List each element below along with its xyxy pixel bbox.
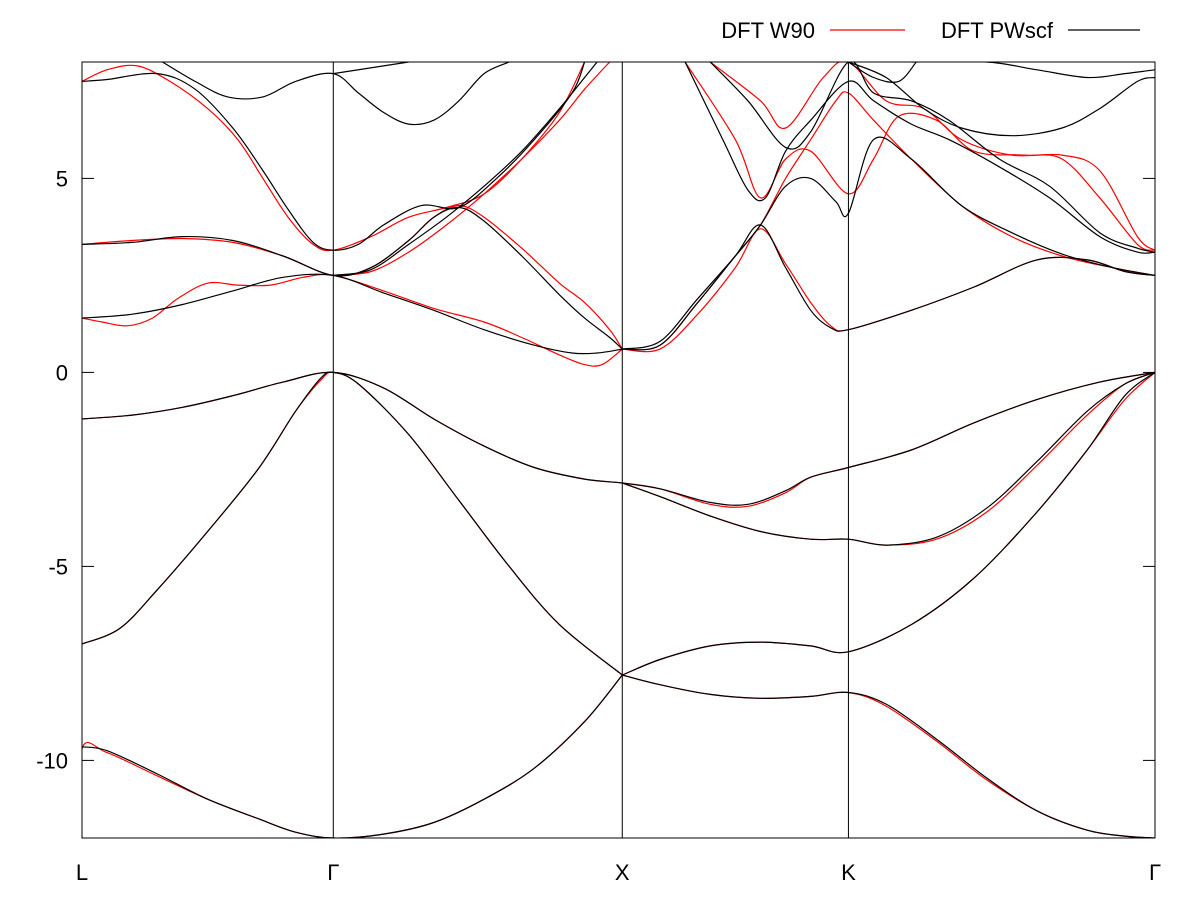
x-tick-label-4: Γ — [1149, 860, 1161, 885]
band-pwscf-5 — [622, 371, 1155, 546]
band-pwscf-6 — [82, 273, 623, 355]
band-pwscf-0 — [82, 674, 623, 838]
band-pwscf-18 — [911, 62, 1155, 79]
band-w90-12 — [684, 62, 1155, 251]
y-tick-label-1: -5 — [48, 554, 68, 579]
band-pwscf-14 — [684, 62, 1155, 254]
band-w90-6 — [82, 273, 623, 367]
band-w90-2 — [82, 371, 623, 676]
legend-label-1: DFT PWscf — [941, 18, 1054, 43]
y-tick-label-0: -10 — [36, 748, 68, 773]
band-w90-0 — [82, 674, 623, 838]
x-tick-label-0: L — [76, 860, 88, 885]
legend-label-0: DFT W90 — [721, 18, 815, 43]
band-pwscf-1 — [622, 674, 1155, 838]
band-w90-5 — [622, 371, 1155, 546]
band-pwscf-11 — [622, 136, 1155, 350]
x-tick-label-3: K — [841, 860, 856, 885]
band-pwscf-2 — [82, 371, 623, 676]
band-pwscf-16 — [848, 62, 917, 83]
axes-layer: L Γ X K Γ -10 -5 0 5 — [36, 61, 1161, 885]
band-pwscf-4 — [82, 371, 1155, 506]
band-w90-13 — [709, 62, 1155, 251]
band-w90-7 — [82, 204, 623, 350]
y-tick-label-3: 5 — [56, 166, 68, 191]
bands-layer — [82, 62, 1155, 838]
band-pwscf-15 — [709, 62, 1155, 253]
legend: DFT W90 DFT PWscf — [721, 18, 1140, 43]
band-pwscf-7 — [82, 206, 623, 350]
band-w90-10 — [622, 228, 1155, 353]
band-w90-8 — [82, 62, 586, 252]
band-w90-3 — [622, 371, 1155, 676]
band-pwscf-3 — [622, 371, 1155, 676]
band-w90-9 — [333, 62, 611, 276]
band-pwscf-12 — [162, 62, 510, 126]
band-pwscf-9 — [333, 62, 598, 276]
band-pwscf-17 — [848, 62, 1155, 137]
plot-frame — [81, 61, 1156, 839]
x-tick-label-1: Γ — [327, 860, 339, 885]
band-pwscf-13 — [333, 62, 409, 75]
band-pwscf-10 — [622, 224, 1155, 351]
band-w90-1 — [622, 674, 1155, 838]
band-w90-11 — [622, 91, 1155, 351]
y-tick-label-2: 0 — [56, 360, 68, 385]
x-tick-label-2: X — [615, 860, 630, 885]
